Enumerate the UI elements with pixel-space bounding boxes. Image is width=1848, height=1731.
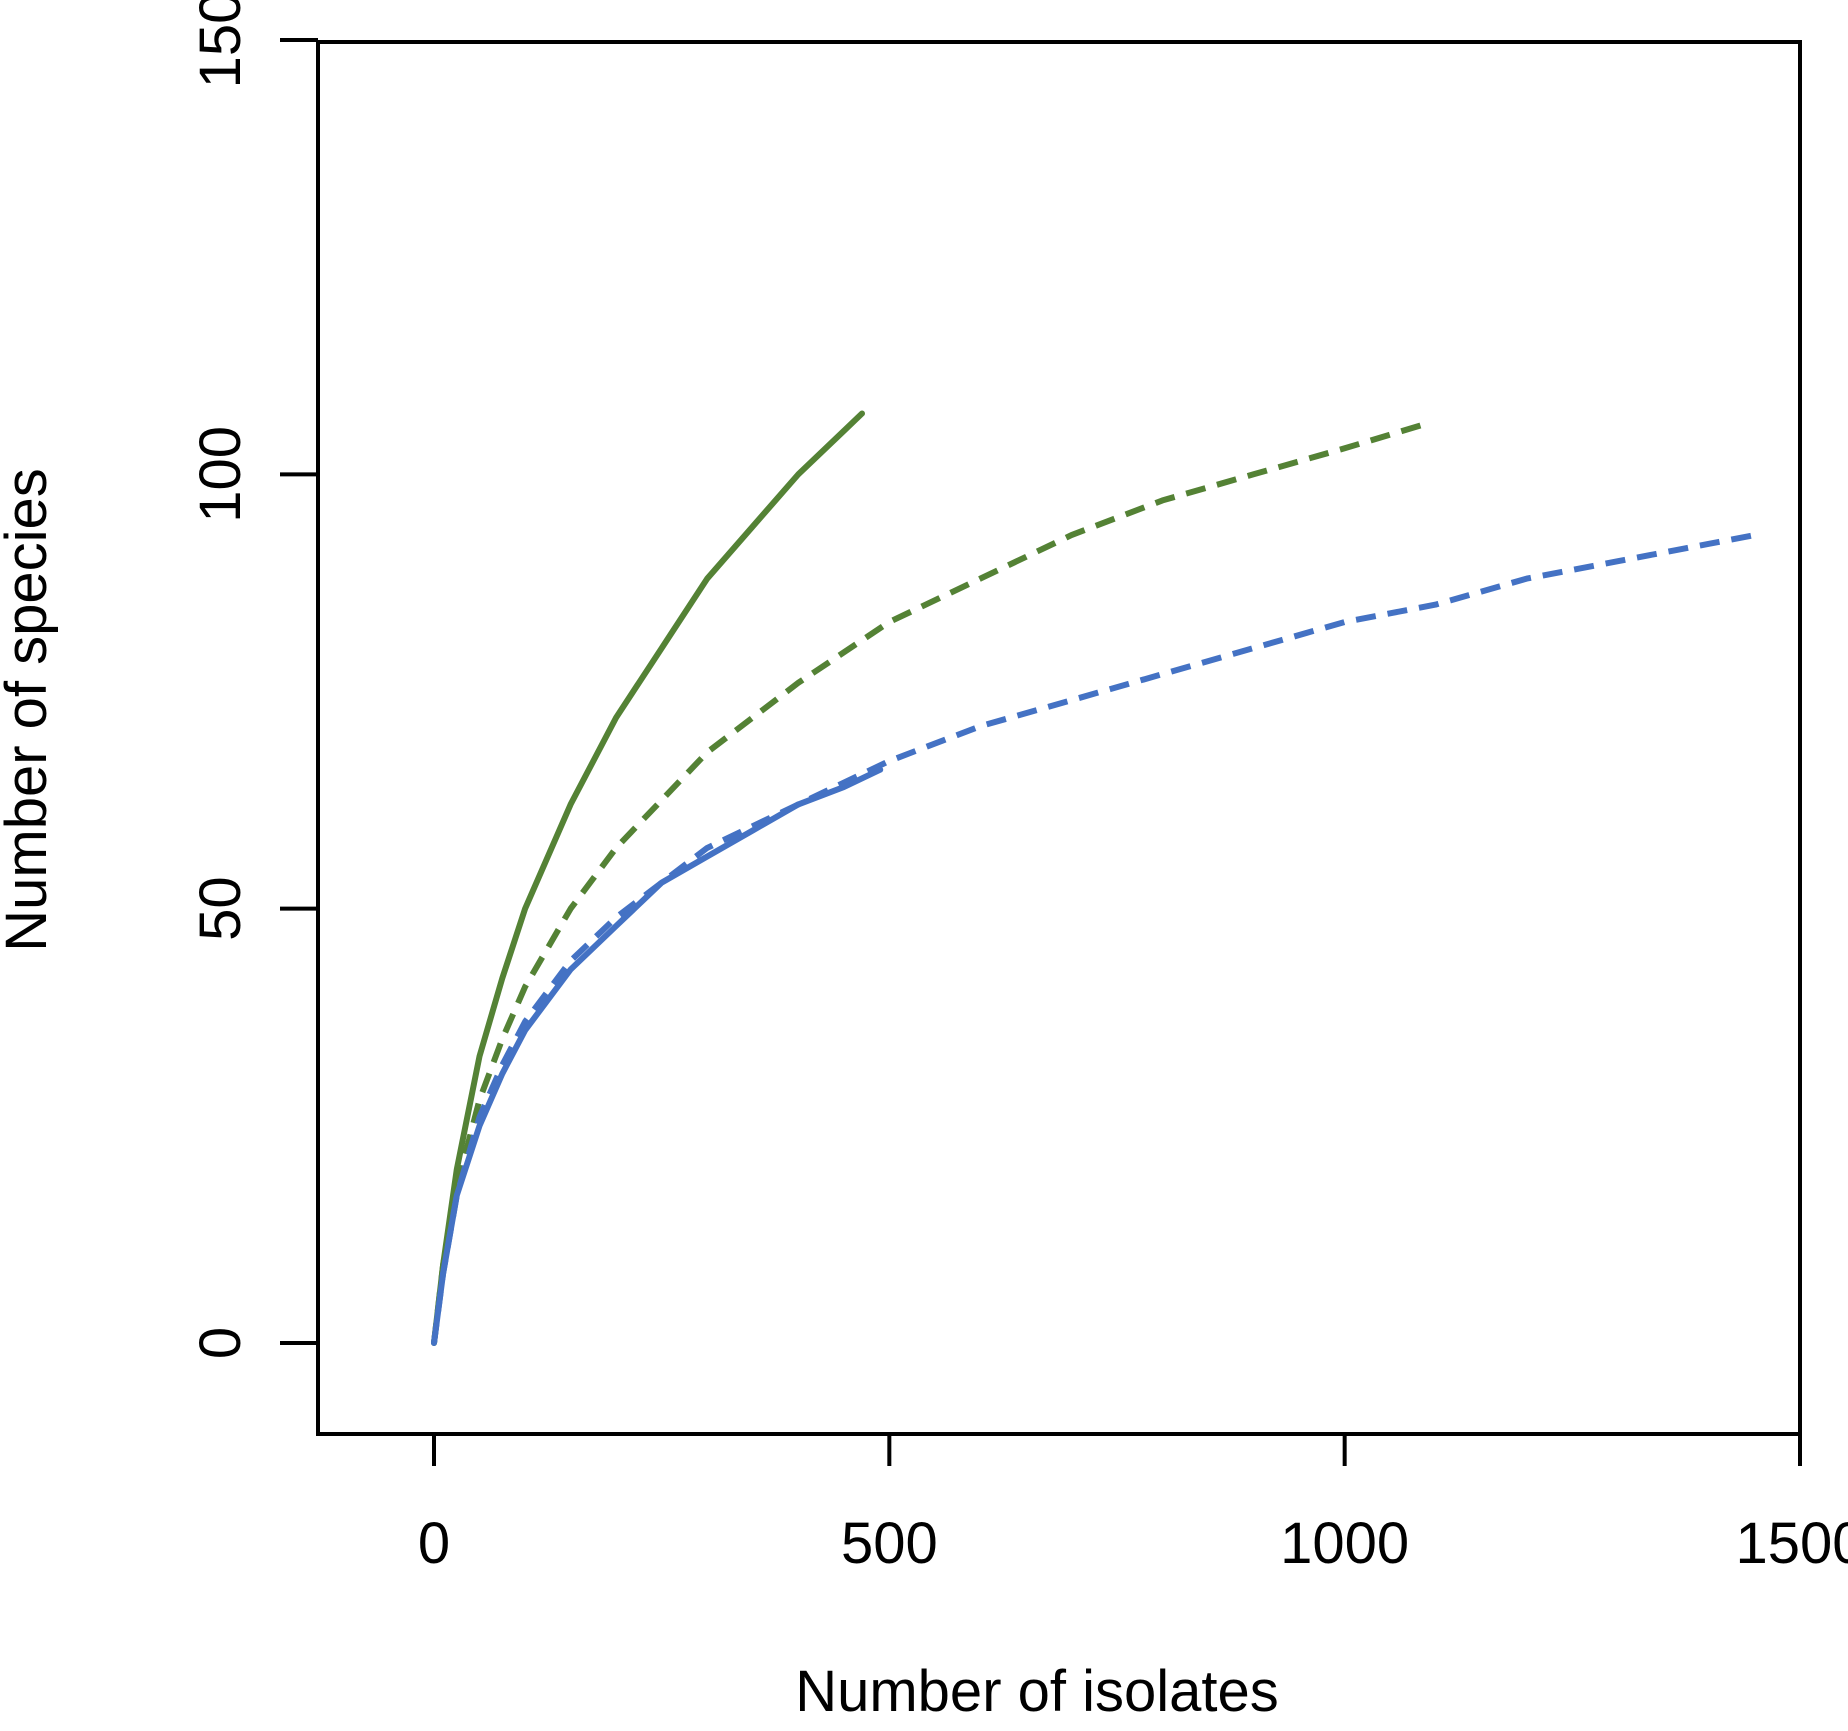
y-tick-label: 100 — [188, 426, 253, 523]
plot-frame — [316, 40, 1802, 1436]
x-tick-label: 0 — [418, 1511, 450, 1576]
y-tick-label: 50 — [188, 876, 253, 941]
series-line-3 — [431, 766, 884, 1346]
series-line-4 — [431, 532, 1756, 1344]
y-tick-label: 150 — [188, 0, 253, 88]
y-axis-title: Number of species — [0, 468, 59, 952]
series-line-1 — [431, 410, 865, 1346]
series-layer — [431, 410, 1756, 1346]
x-axis-title: Number of isolates — [795, 1659, 1279, 1724]
series-line-2 — [431, 419, 1433, 1344]
y-tick-label: 0 — [188, 1327, 253, 1359]
y-axis: 0 50 100 150 — [188, 0, 320, 1359]
x-tick-label: 1000 — [1280, 1511, 1409, 1576]
x-tick-label: 500 — [841, 1511, 938, 1576]
